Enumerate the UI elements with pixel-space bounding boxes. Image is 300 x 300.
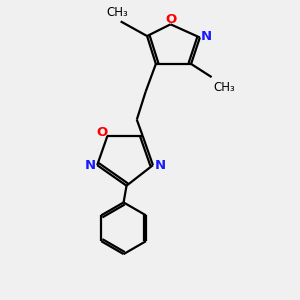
Text: N: N bbox=[84, 159, 95, 172]
Text: O: O bbox=[96, 126, 107, 139]
Text: N: N bbox=[201, 29, 212, 43]
Text: N: N bbox=[155, 159, 166, 172]
Text: CH₃: CH₃ bbox=[213, 81, 235, 94]
Text: CH₃: CH₃ bbox=[106, 6, 128, 19]
Text: O: O bbox=[166, 13, 177, 26]
